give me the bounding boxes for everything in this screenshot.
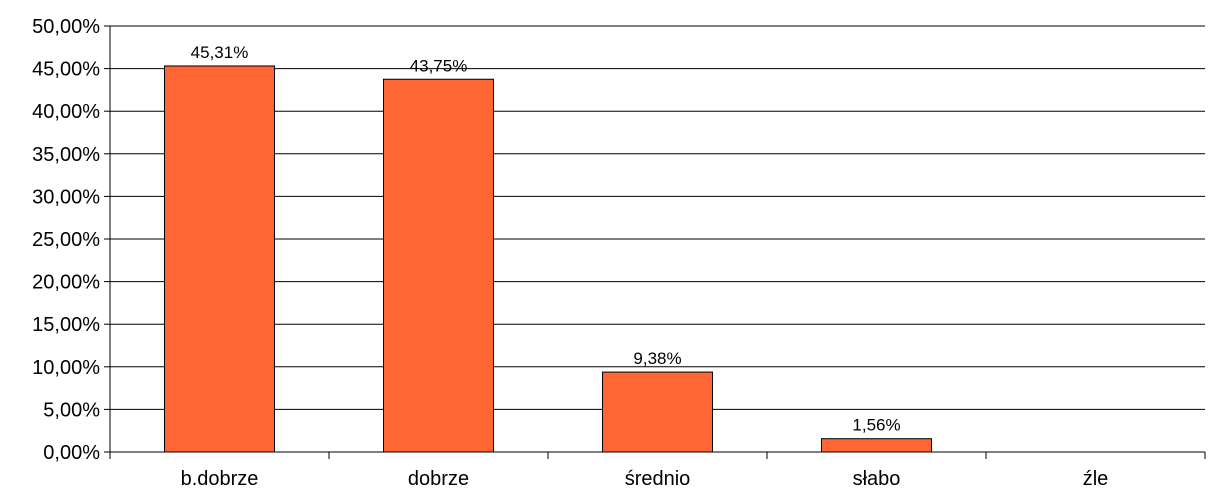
- category-label-3: słabo: [853, 468, 901, 490]
- x-axis-category-labels: b.dobrze dobrze średnio słabo źle: [181, 468, 1109, 490]
- gridlines: [110, 25, 1205, 410]
- y-tick-label: 10,00%: [32, 357, 100, 379]
- data-labels: 45,31% 43,75% 9,38% 1,56%: [191, 43, 901, 435]
- bar-0: [164, 65, 275, 453]
- y-tick-label: 0,00%: [43, 442, 100, 464]
- category-label-0: b.dobrze: [181, 468, 259, 490]
- y-tick-label: 50,00%: [32, 16, 100, 38]
- data-label-2: 9,38%: [633, 349, 681, 368]
- y-tick-label: 15,00%: [32, 314, 100, 336]
- y-tick-label: 20,00%: [32, 272, 100, 294]
- bar-2: [602, 371, 713, 453]
- bar-3: [821, 438, 932, 453]
- y-tick-label: 30,00%: [32, 186, 100, 208]
- category-label-1: dobrze: [408, 468, 469, 490]
- y-tick-label: 45,00%: [32, 59, 100, 81]
- bar-1: [383, 78, 494, 453]
- y-tick-label: 35,00%: [32, 144, 100, 166]
- y-tick-label: 5,00%: [43, 399, 100, 421]
- y-tick-label: 40,00%: [32, 101, 100, 123]
- bars: [164, 65, 932, 453]
- category-label-2: średnio: [625, 468, 691, 490]
- data-label-1: 43,75%: [410, 56, 468, 75]
- data-label-3: 1,56%: [852, 416, 900, 435]
- category-label-4: źle: [1083, 468, 1109, 490]
- y-tick-label: 25,00%: [32, 229, 100, 251]
- y-axis-tick-labels: 0,00% 5,00% 10,00% 15,00% 20,00% 25,00% 30,00%…: [32, 16, 100, 464]
- data-label-0: 45,31%: [191, 43, 249, 62]
